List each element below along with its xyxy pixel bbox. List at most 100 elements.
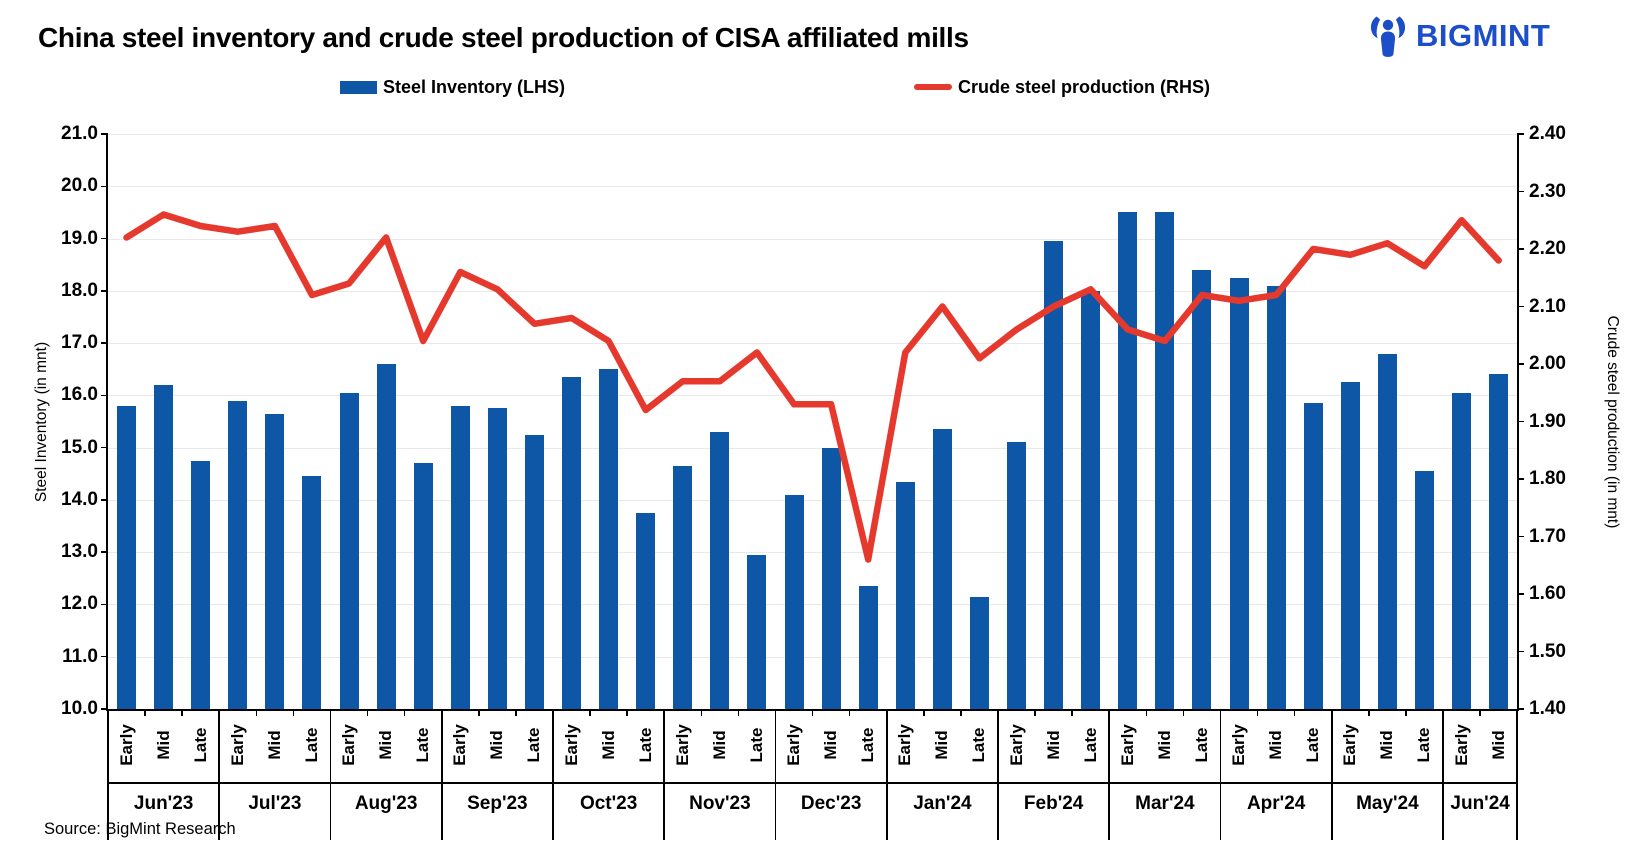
bar-aug23-early[interactable]	[339, 392, 359, 709]
bar-jul23-early[interactable]	[228, 400, 248, 709]
month-divider	[997, 709, 999, 840]
right-axis-label-2.00: 2.00	[1529, 353, 1566, 374]
crude-steel-production-line[interactable]	[123, 211, 1502, 563]
bar-jun24-mid[interactable]	[1489, 374, 1509, 709]
bar-mar24-late[interactable]	[1192, 269, 1212, 709]
x-sub-label-feb24-mid: Mid	[1043, 730, 1063, 760]
bar-apr24-mid[interactable]	[1266, 285, 1286, 709]
x-sub-label-oct23-late: Late	[635, 727, 655, 763]
right-axis-tick	[1517, 248, 1525, 250]
bar-jun23-early[interactable]	[117, 405, 137, 709]
bar-oct23-early[interactable]	[562, 377, 582, 709]
month-divider	[1516, 709, 1519, 840]
x-month-label-feb24: Feb'24	[1023, 793, 1084, 814]
bottom-axis-tick	[1256, 709, 1259, 716]
bar-oct23-mid[interactable]	[599, 369, 619, 709]
x-sub-label-jul23-mid: Mid	[264, 730, 284, 760]
bar-jun24-early[interactable]	[1452, 392, 1472, 709]
bottom-axis-tick	[1293, 709, 1296, 716]
x-sub-label-jun23-mid: Mid	[153, 730, 173, 760]
right-axis-label-2.20: 2.20	[1529, 238, 1566, 259]
bar-feb24-early[interactable]	[1007, 442, 1027, 709]
bottom-axis-tick	[1331, 709, 1333, 716]
x-sub-label-jul23-late: Late	[301, 727, 321, 763]
bar-feb24-late[interactable]	[1081, 290, 1101, 709]
bar-oct23-late[interactable]	[636, 512, 656, 709]
month-divider	[1442, 709, 1444, 840]
right-axis-tick	[1517, 593, 1525, 595]
left-axis-tick	[101, 342, 108, 344]
bar-jan24-early[interactable]	[895, 481, 915, 709]
bar-may24-mid[interactable]	[1377, 353, 1397, 709]
gridline-17.0	[108, 343, 1517, 345]
x-month-label-nov23: Nov'23	[689, 793, 751, 814]
left-axis-label-13.0: 13.0	[61, 541, 98, 563]
x-sub-label-apr24-mid: Mid	[1266, 730, 1286, 760]
month-divider	[1330, 709, 1333, 840]
bottom-axis-line	[106, 709, 1519, 711]
bar-sep23-late[interactable]	[524, 434, 544, 709]
bar-nov23-late[interactable]	[747, 554, 767, 709]
bar-may24-early[interactable]	[1340, 382, 1360, 709]
x-sub-label-oct23-early: Early	[561, 724, 581, 766]
left-axis-tick	[101, 237, 108, 240]
bar-sep23-mid[interactable]	[487, 408, 507, 709]
x-sub-label-may24-early: Early	[1340, 724, 1360, 766]
bar-dec23-mid[interactable]	[821, 447, 841, 709]
legend-label: Steel Inventory (LHS)	[383, 76, 566, 97]
x-sub-label-mar24-mid: Mid	[1154, 730, 1174, 760]
bottom-axis-tick	[366, 709, 369, 716]
bottom-axis-tick	[1479, 709, 1481, 716]
bar-jul23-mid[interactable]	[265, 413, 285, 709]
gridline-19.0	[108, 238, 1517, 240]
bottom-axis-tick	[1442, 709, 1444, 716]
bar-aug23-mid[interactable]	[376, 364, 396, 709]
bar-sep23-early[interactable]	[450, 405, 470, 709]
line-chart-svg	[123, 211, 1502, 563]
gridline-12.0	[108, 604, 1517, 606]
bottom-axis-tick	[1405, 709, 1407, 716]
bar-jun23-mid[interactable]	[154, 384, 174, 709]
gridline-20.0	[108, 186, 1517, 188]
bottom-axis-tick	[737, 709, 740, 716]
plot-area	[108, 134, 1517, 709]
bar-feb24-mid[interactable]	[1044, 241, 1064, 709]
bigmint-logo-icon	[1366, 12, 1410, 60]
left-axis-label-11.0: 11.0	[62, 645, 98, 667]
bar-apr24-late[interactable]	[1303, 403, 1323, 709]
x-month-label-may24: May'24	[1356, 793, 1419, 814]
bar-apr24-early[interactable]	[1229, 277, 1249, 709]
gridline-21.0	[108, 134, 1517, 135]
bar-aug23-late[interactable]	[413, 463, 433, 709]
left-axis-label-10.0: 10.0	[61, 698, 98, 719]
legend-item-steelinventorylhs[interactable]: Steel Inventory (LHS)	[340, 74, 565, 100]
gridline-13.0	[108, 552, 1517, 554]
bottom-axis-tick	[515, 709, 517, 716]
month-divider	[1108, 709, 1111, 840]
legend-item-crudesteelproductionrhs[interactable]: Crude steel production (RHS)	[914, 74, 1210, 100]
x-sub-label-dec23-late: Late	[858, 727, 878, 763]
bar-dec23-late[interactable]	[858, 586, 878, 709]
x-sub-label-jun24-mid: Mid	[1488, 730, 1508, 760]
bar-jan24-late[interactable]	[969, 596, 989, 709]
bar-jun23-late[interactable]	[191, 460, 211, 709]
bar-nov23-mid[interactable]	[710, 431, 730, 709]
bottom-axis-tick	[478, 709, 480, 716]
x-sub-label-mar24-early: Early	[1117, 724, 1137, 766]
bar-jan24-mid[interactable]	[932, 429, 952, 709]
bar-mar24-early[interactable]	[1118, 212, 1138, 709]
right-axis-tick	[1517, 133, 1525, 135]
gridline-14.0	[108, 499, 1517, 501]
bar-jul23-late[interactable]	[302, 476, 322, 709]
x-month-label-jan24: Jan'24	[913, 793, 972, 814]
left-axis-label-19.0: 19.0	[61, 227, 98, 249]
left-axis-tick	[101, 603, 108, 606]
x-sub-label-may24-late: Late	[1414, 727, 1434, 763]
bar-nov23-early[interactable]	[673, 465, 693, 709]
x-sub-label-may24-mid: Mid	[1377, 730, 1397, 760]
bottom-axis-tick	[1182, 709, 1185, 716]
bar-may24-late[interactable]	[1414, 471, 1434, 709]
x-sub-label-jun23-late: Late	[190, 727, 210, 763]
bar-dec23-early[interactable]	[784, 494, 804, 709]
